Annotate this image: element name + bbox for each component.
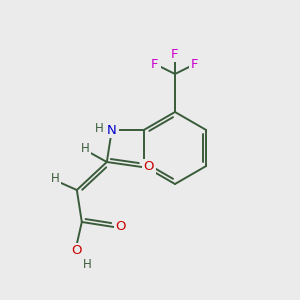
Text: H: H [94,122,103,136]
Text: N: N [107,124,117,136]
Text: F: F [191,58,199,70]
Text: H: H [82,257,91,271]
Text: O: O [72,244,82,257]
Text: O: O [116,220,126,233]
Text: F: F [151,58,159,70]
Text: O: O [144,160,154,173]
Text: F: F [171,47,179,61]
Text: H: H [50,172,59,185]
Text: H: H [80,142,89,155]
